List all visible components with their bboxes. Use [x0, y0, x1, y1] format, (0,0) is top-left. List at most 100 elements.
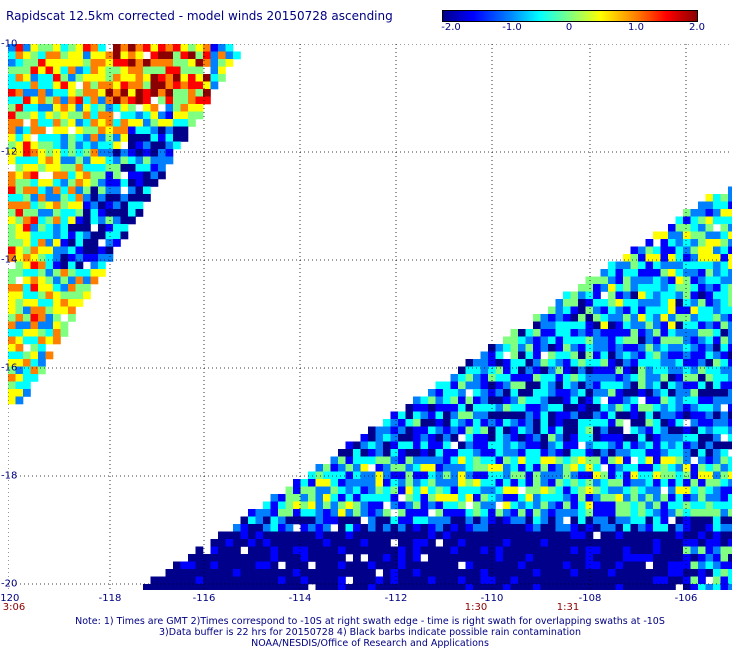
wind-cell	[563, 291, 571, 300]
wind-cell	[278, 531, 286, 540]
wind-cell	[68, 314, 76, 322]
wind-cell	[548, 351, 556, 360]
wind-cell	[90, 44, 99, 52]
wind-cell	[218, 59, 226, 67]
wind-cell	[578, 419, 586, 427]
wind-cell	[548, 516, 556, 525]
wind-cell	[683, 209, 691, 217]
wind-cell	[495, 411, 504, 420]
wind-cell	[68, 246, 76, 255]
wind-cell	[705, 321, 714, 330]
wind-cell	[585, 366, 594, 375]
wind-cell	[225, 554, 234, 562]
wind-cell	[488, 374, 496, 382]
wind-cell	[623, 554, 631, 562]
wind-cell	[38, 216, 46, 225]
wind-cell	[645, 374, 654, 382]
wind-cell	[405, 494, 414, 502]
wind-cell	[540, 404, 549, 412]
wind-cell	[180, 576, 189, 585]
wind-cell	[585, 276, 594, 285]
wind-cell	[83, 269, 91, 277]
wind-cell	[623, 374, 631, 382]
wind-cell	[450, 539, 459, 547]
wind-cell	[653, 254, 661, 262]
wind-cell	[563, 441, 571, 450]
wind-cell	[660, 426, 669, 435]
wind-cell	[698, 306, 706, 315]
wind-cell	[608, 314, 616, 322]
wind-cell	[593, 411, 601, 420]
wind-cell	[390, 516, 399, 525]
wind-cell	[495, 516, 504, 525]
wind-cell	[675, 494, 684, 502]
wind-cell	[698, 524, 706, 532]
wind-cell	[15, 231, 24, 240]
wind-cell	[315, 531, 324, 540]
wind-cell	[38, 239, 46, 247]
wind-cell	[668, 554, 676, 562]
wind-cell	[23, 351, 31, 360]
wind-cell	[578, 479, 586, 487]
wind-cell	[128, 74, 136, 82]
wind-cell	[15, 96, 24, 105]
wind-cell	[570, 554, 579, 562]
wind-cell	[578, 366, 586, 375]
wind-cell	[53, 254, 61, 262]
wind-cell	[608, 336, 616, 345]
wind-cell	[98, 149, 106, 157]
wind-cell	[300, 486, 309, 495]
wind-cell	[585, 299, 594, 307]
wind-cell	[503, 419, 511, 427]
wind-cell	[683, 224, 691, 232]
wind-cell	[623, 434, 631, 442]
wind-cell	[533, 359, 541, 367]
wind-cell	[113, 239, 121, 247]
wind-cell	[278, 584, 286, 590]
wind-cell	[698, 569, 706, 577]
wind-cell	[30, 126, 39, 135]
wind-cell	[203, 59, 211, 67]
wind-cell	[608, 494, 616, 502]
wind-cell	[578, 351, 586, 360]
wind-cell	[548, 471, 556, 480]
wind-cell	[75, 201, 84, 210]
wind-cell	[495, 456, 504, 465]
wind-cell	[390, 486, 399, 495]
wind-cell	[653, 404, 661, 412]
wind-cell	[8, 246, 16, 255]
wind-cell	[713, 569, 721, 577]
wind-cell	[368, 449, 376, 457]
wind-cell	[540, 464, 549, 472]
wind-cell	[683, 254, 691, 262]
wind-cell	[8, 179, 16, 187]
wind-cell	[473, 404, 481, 412]
wind-cell	[413, 449, 421, 457]
wind-cell	[383, 569, 391, 577]
wind-cell	[675, 269, 684, 277]
wind-cell	[518, 396, 526, 405]
wind-cell	[30, 59, 39, 67]
wind-cell	[585, 426, 594, 435]
wind-cell	[30, 149, 39, 157]
wind-cell	[638, 366, 646, 375]
wind-cell	[563, 404, 571, 412]
wind-cell	[15, 59, 24, 67]
wind-cell	[38, 261, 46, 270]
wind-cell	[555, 464, 564, 472]
wind-cell	[443, 539, 451, 547]
wind-cell	[368, 569, 376, 577]
wind-cell	[615, 291, 624, 300]
wind-cell	[75, 224, 84, 232]
wind-cell	[390, 441, 399, 450]
wind-cell	[353, 456, 361, 465]
time-label: 3:06	[2, 602, 26, 613]
wind-cell	[233, 554, 241, 562]
wind-cell	[728, 456, 732, 465]
wind-cell	[338, 479, 346, 487]
wind-cell	[165, 141, 174, 150]
wind-cell	[720, 299, 729, 307]
wind-cell	[360, 441, 369, 450]
wind-cell	[668, 479, 676, 487]
wind-cell	[428, 531, 436, 540]
